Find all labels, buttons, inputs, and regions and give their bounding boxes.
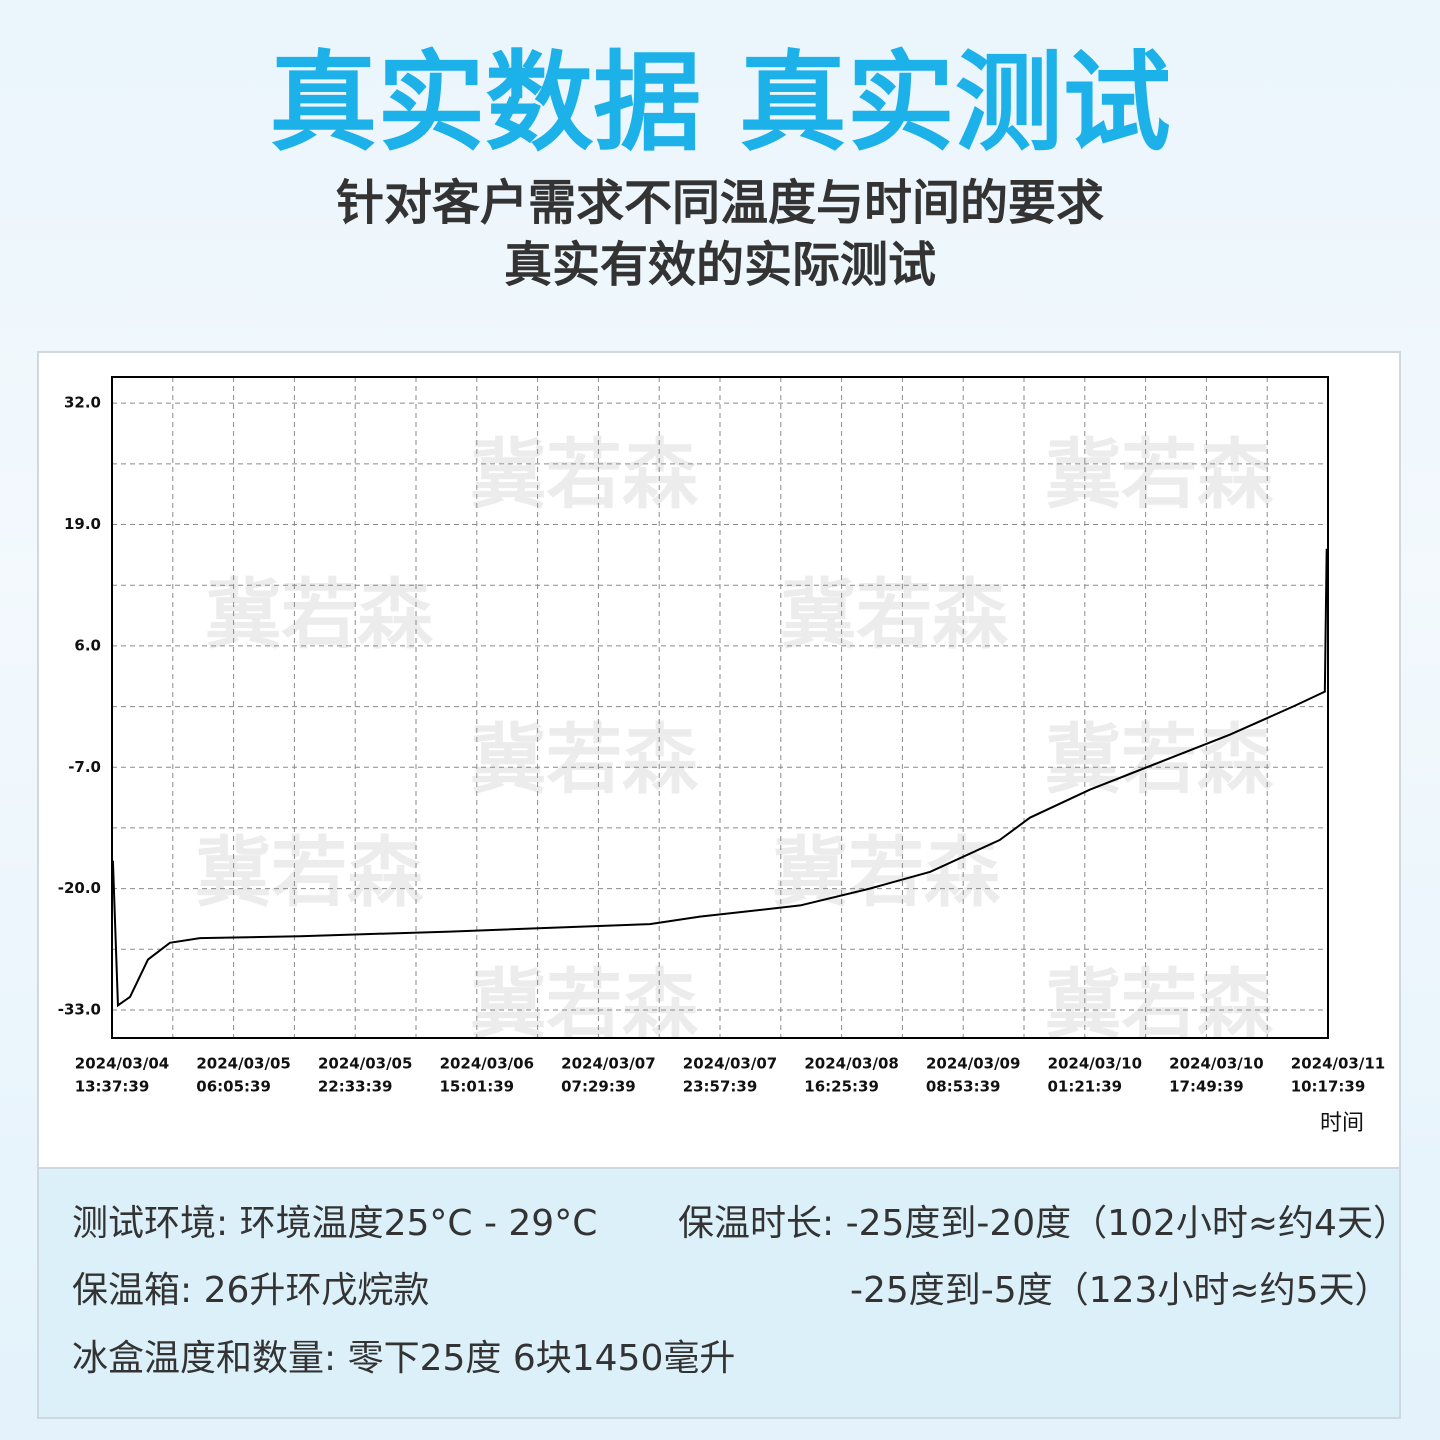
x-tick-label: 2024/03/08 [804,1055,898,1073]
x-tick-label: 10:17:39 [1291,1078,1366,1096]
x-tick-label: 2024/03/10 [1048,1055,1142,1073]
watermark: 冀若森 [1045,960,1274,1049]
x-tick-label: 15:01:39 [439,1078,514,1096]
x-tick-label: 2024/03/05 [196,1055,290,1073]
y-tick-label: -20.0 [58,879,101,897]
note: 保温箱: 26升环戊烷款 [72,1270,429,1311]
notes-panel [37,1167,1401,1419]
note: 冰盒温度和数量: 零下25度 6块1450毫升 [72,1338,735,1379]
x-tick-label: 13:37:39 [75,1078,150,1096]
watermark: 冀若森 [470,715,699,804]
note: -25度到-5度（123小时≈约5天） [850,1270,1390,1311]
x-tick-label: 2024/03/09 [926,1055,1020,1073]
x-tick-label: 06:05:39 [196,1078,271,1096]
data-line [111,548,1328,1008]
x-tick-label: 2024/03/06 [440,1055,534,1073]
x-tick-label: 01:21:39 [1047,1078,1122,1096]
plot: 32.0 19.0 6.0 -7.0 -20.0 -33.0 2024/03/04 13:37… [58,376,1385,1096]
x-tick-label: 17:49:39 [1169,1078,1244,1096]
watermark: 冀若森 [1045,715,1274,804]
title: 真实数据 真实测试 [269,41,1171,166]
y-tick-label: 19.0 [64,515,101,533]
note: 测试环境: 环境温度25°C - 29°C [72,1203,597,1244]
y-tick-label: -33.0 [58,1000,101,1018]
subtitle: 针对客户需求不同温度与时间的要求 [336,175,1104,231]
x-tick-label: 2024/03/10 [1169,1055,1263,1073]
x-tick-label: 22:33:39 [318,1078,393,1096]
x-tick-label: 2024/03/07 [561,1055,655,1073]
x-tick-label: 23:57:39 [683,1078,758,1096]
watermark: 冀若森 [470,960,699,1049]
x-tick-label: 2024/03/05 [318,1055,412,1073]
chart-card [37,351,1401,1169]
x-tick-label: 2024/03/07 [683,1055,777,1073]
watermark: 冀若森 [195,828,424,917]
x-tick-label: 08:53:39 [926,1078,1001,1096]
plot-frame [111,376,1329,1039]
x-tick-label: 16:25:39 [804,1078,879,1096]
x-tick-label: 07:29:39 [561,1078,636,1096]
watermark: 冀若森 [1045,430,1274,519]
y-tick-label: 32.0 [64,394,101,412]
x-axis-label: 时间 [1320,1111,1364,1136]
x-tick-label: 2024/03/04 [75,1055,169,1073]
y-tick-label: 6.0 [74,636,101,654]
x-tick-label: 2024/03/11 [1291,1055,1385,1073]
note: 保温时长: -25度到-20度（102小时≈约4天） [678,1203,1409,1244]
watermark: 冀若森 [470,430,699,519]
y-tick-label: -7.0 [68,758,101,776]
subtitle: 真实有效的实际测试 [504,237,936,293]
